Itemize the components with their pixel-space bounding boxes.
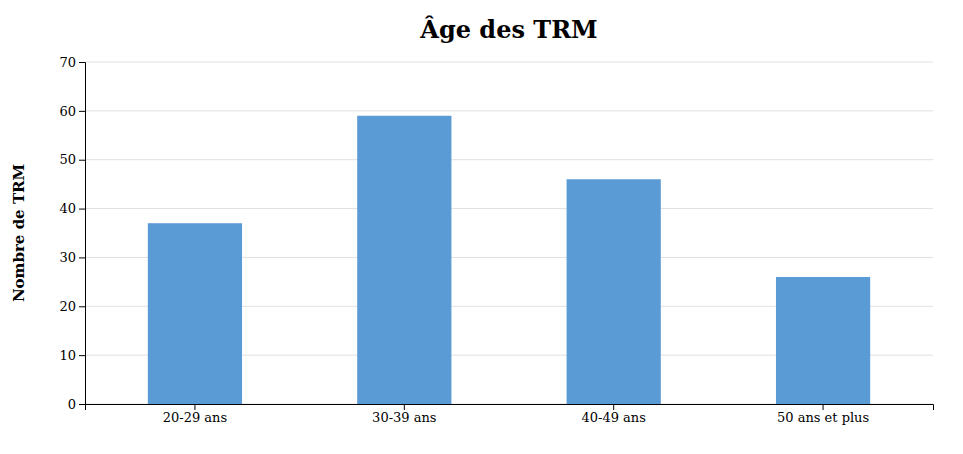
- y-tick: 10: [59, 348, 85, 363]
- y-tick-mark: [79, 111, 85, 112]
- bar: [357, 116, 451, 404]
- x-tick-mark: [613, 404, 614, 410]
- y-tick: 50: [59, 152, 85, 167]
- grid-line: [85, 62, 933, 63]
- y-tick-label: 30: [59, 250, 76, 265]
- x-tick: 40-49 ans: [581, 404, 645, 425]
- grid-line: [85, 159, 933, 160]
- x-tick-mark: [194, 404, 195, 410]
- y-tick: 70: [59, 55, 85, 70]
- y-tick-label: 10: [59, 348, 76, 363]
- y-tick-mark: [79, 160, 85, 161]
- x-tick: 30-39 ans: [372, 404, 436, 425]
- y-tick-mark: [79, 209, 85, 210]
- plot-area: 0 10 20 30 40 50 60 70 20-29 ans 30-39 ans 40-49 a…: [59, 55, 933, 426]
- bars: [148, 116, 870, 404]
- x-tick: 20-29 ans: [163, 404, 227, 425]
- x-axis: 20-29 ans 30-39 ans 40-49 ans 50 ans et plu…: [86, 404, 934, 425]
- y-tick-mark: [79, 257, 85, 258]
- y-axis: 0 10 20 30 40 50 60 70: [59, 55, 85, 412]
- x-tick: 50 ans et plus: [777, 404, 869, 425]
- y-tick: 40: [59, 201, 85, 216]
- grid-line: [85, 208, 933, 209]
- x-tick-label: 30-39 ans: [372, 410, 436, 425]
- y-tick-label: 50: [59, 152, 76, 167]
- x-tick-label: 20-29 ans: [163, 410, 227, 425]
- x-axis-line: [86, 405, 934, 411]
- y-tick-mark: [79, 404, 85, 405]
- y-tick: 60: [59, 104, 85, 119]
- chart-svg: 0 10 20 30 40 50 60 70 20-29 ans 30-39 ans 40-49 a…: [0, 0, 963, 454]
- y-tick-label: 60: [59, 104, 76, 119]
- x-tick-label: 40-49 ans: [581, 410, 645, 425]
- y-axis-title: Nombre de TRM: [10, 164, 28, 302]
- bar: [776, 277, 870, 404]
- grid-line: [85, 110, 933, 111]
- y-tick: 20: [59, 299, 85, 314]
- y-tick-label: 70: [59, 55, 76, 70]
- y-tick-mark: [79, 306, 85, 307]
- x-tick-mark: [823, 404, 824, 410]
- y-tick-mark: [79, 62, 85, 63]
- grid: [85, 62, 933, 404]
- x-tick-label: 50 ans et plus: [777, 410, 869, 425]
- y-tick-label: 40: [59, 201, 76, 216]
- y-tick-label: 20: [59, 299, 76, 314]
- y-tick: 0: [68, 397, 85, 412]
- bar: [148, 223, 242, 404]
- y-tick-label: 0: [68, 397, 76, 412]
- y-axis-line: [79, 63, 86, 405]
- x-tick-mark: [404, 404, 405, 410]
- bar: [567, 179, 661, 404]
- y-tick: 30: [59, 250, 85, 265]
- y-tick-mark: [79, 355, 85, 356]
- chart-title: Âge des TRM: [419, 15, 597, 44]
